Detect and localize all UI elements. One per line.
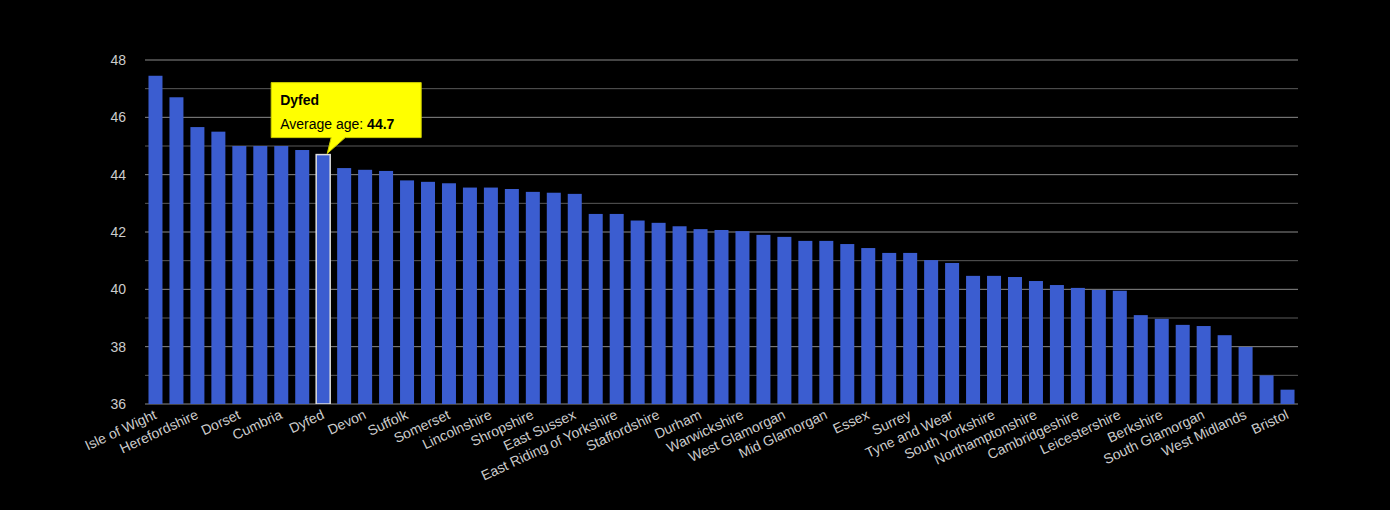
bar <box>211 132 225 404</box>
bar <box>735 231 749 404</box>
bar <box>1029 281 1043 404</box>
bar <box>819 241 833 404</box>
bar <box>903 253 917 404</box>
bar <box>547 193 561 404</box>
bar <box>484 188 498 404</box>
tooltip-title: Dyfed <box>280 92 319 108</box>
y-tick-label: 38 <box>110 339 126 355</box>
x-tick-label: Mid Glamorgan <box>736 406 829 461</box>
bar <box>610 214 624 404</box>
x-tick-label: Bristol <box>1249 406 1291 437</box>
x-tick-label: Dyfed <box>287 406 327 436</box>
tooltip: Dyfed Average age: 44.7 <box>271 83 421 154</box>
bar <box>295 150 309 404</box>
bar <box>505 189 519 404</box>
bar <box>756 235 770 404</box>
bar <box>924 260 938 404</box>
bar <box>1071 288 1085 404</box>
bar <box>987 276 1001 404</box>
bar <box>253 146 267 404</box>
x-tick-label: Herefordshire <box>117 406 201 456</box>
y-tick-label: 40 <box>110 281 126 297</box>
bar <box>715 230 729 404</box>
bar <box>1155 319 1169 404</box>
highlighted-bar <box>316 155 330 404</box>
bar <box>1008 277 1022 404</box>
bar <box>169 97 183 404</box>
bar <box>1281 390 1295 404</box>
grid-line <box>145 60 1298 61</box>
x-tick-label: West Midlands <box>1159 406 1249 459</box>
bar <box>400 180 414 404</box>
bar <box>232 146 246 404</box>
x-tick-label: Devon <box>325 406 368 438</box>
bar <box>1218 335 1232 404</box>
bar <box>379 171 393 404</box>
bars <box>148 76 1294 404</box>
bar <box>337 168 351 404</box>
bar <box>568 194 582 404</box>
x-tick-label: Essex <box>830 406 871 437</box>
y-tick-label: 42 <box>110 224 126 240</box>
bar <box>840 244 854 404</box>
bar <box>1134 315 1148 404</box>
bar <box>1239 347 1253 404</box>
bar <box>777 237 791 404</box>
grid <box>145 60 1298 404</box>
bar <box>1050 285 1064 404</box>
background <box>0 0 1390 510</box>
tooltip-box <box>271 83 421 154</box>
bar <box>421 182 435 404</box>
chart: 36384042444648Isle of WightHerefordshire… <box>0 0 1390 510</box>
tooltip-text: Average age: 44.7 <box>280 116 394 132</box>
bar <box>463 188 477 404</box>
bar <box>945 263 959 404</box>
bar <box>1113 291 1127 404</box>
minor-grid-line <box>145 146 1298 147</box>
bar <box>861 248 875 404</box>
bar <box>966 276 980 404</box>
bar <box>190 127 204 404</box>
bar <box>631 221 645 404</box>
bar <box>882 253 896 404</box>
bar <box>1092 290 1106 404</box>
x-tick-label: Cumbria <box>230 406 285 443</box>
y-tick-label: 46 <box>110 109 126 125</box>
bar <box>673 226 687 404</box>
bar <box>1176 325 1190 404</box>
y-tick-label: 48 <box>110 52 126 68</box>
bar <box>274 146 288 404</box>
bar <box>148 76 162 404</box>
bar <box>1197 326 1211 404</box>
bar <box>526 192 540 404</box>
x-tick-label: Staffordshire <box>583 406 662 454</box>
bar <box>798 241 812 404</box>
bar <box>652 223 666 404</box>
bar <box>358 170 372 404</box>
bar <box>1260 375 1274 404</box>
bar <box>442 183 456 404</box>
y-tick-label: 44 <box>110 167 126 183</box>
bar <box>589 214 603 404</box>
tooltip-label: Average age: <box>280 116 367 132</box>
bar <box>694 229 708 404</box>
y-tick-label: 36 <box>110 396 126 412</box>
tooltip-value: 44.7 <box>367 116 394 132</box>
